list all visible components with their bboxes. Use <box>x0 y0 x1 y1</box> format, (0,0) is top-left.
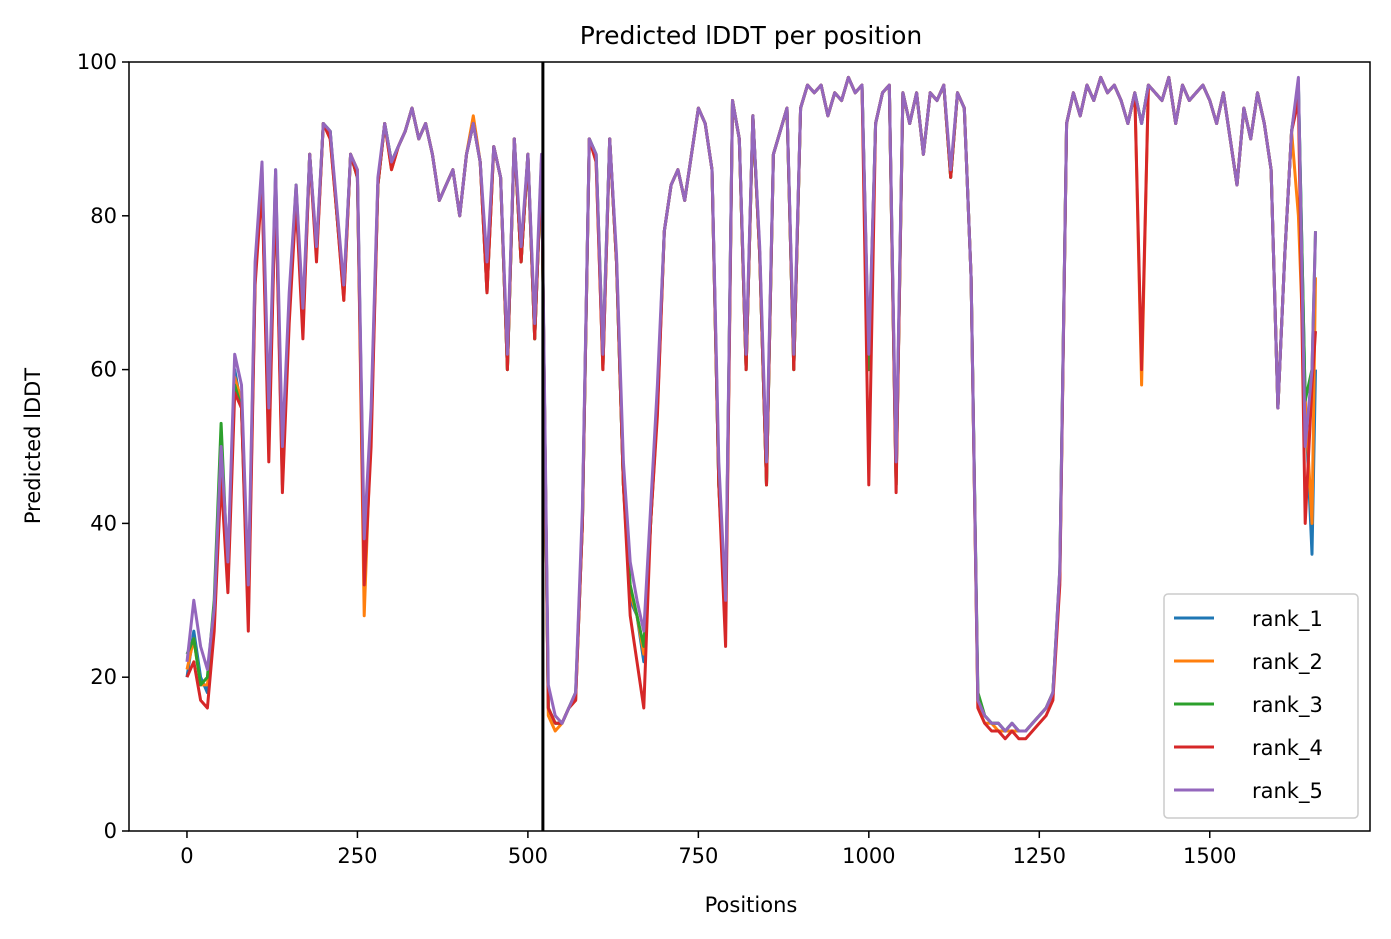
series-line-rank-5 <box>185 75 1317 733</box>
x-tick-label: 1500 <box>1183 844 1236 868</box>
y-tick-label: 80 <box>90 204 117 228</box>
x-tick-label: 750 <box>678 844 718 868</box>
y-tick-label: 20 <box>90 665 117 689</box>
legend-frame <box>1163 593 1359 819</box>
series-layer <box>185 75 1317 741</box>
chart-title: Predicted lDDT per position <box>580 21 922 50</box>
y-axis-label: Predicted lDDT <box>21 368 45 524</box>
legend-label-rank-4: rank_4 <box>1252 736 1323 761</box>
y-axis: 0 20 40 60 80 100 <box>77 50 129 843</box>
legend: rank_1 rank_2 rank_3 rank_4 rank_5 <box>1163 593 1359 819</box>
x-tick-label: 1250 <box>1013 844 1066 868</box>
x-tick-label: 1000 <box>842 844 895 868</box>
plot-frame <box>128 61 1371 832</box>
x-tick-label: 500 <box>508 844 548 868</box>
x-axis-label: Positions <box>705 893 798 917</box>
x-axis: 0 250 500 750 1000 1250 1500 <box>180 831 1236 868</box>
y-tick-label: 100 <box>77 50 117 74</box>
x-tick-label: 0 <box>180 844 193 868</box>
legend-label-rank-2: rank_2 <box>1252 650 1323 675</box>
legend-label-rank-1: rank_1 <box>1252 607 1323 632</box>
x-tick-label: 250 <box>337 844 377 868</box>
y-tick-label: 0 <box>104 819 117 843</box>
y-tick-label: 40 <box>90 511 117 535</box>
y-tick-label: 60 <box>90 358 117 382</box>
legend-label-rank-5: rank_5 <box>1252 779 1323 804</box>
legend-label-rank-3: rank_3 <box>1252 693 1323 718</box>
